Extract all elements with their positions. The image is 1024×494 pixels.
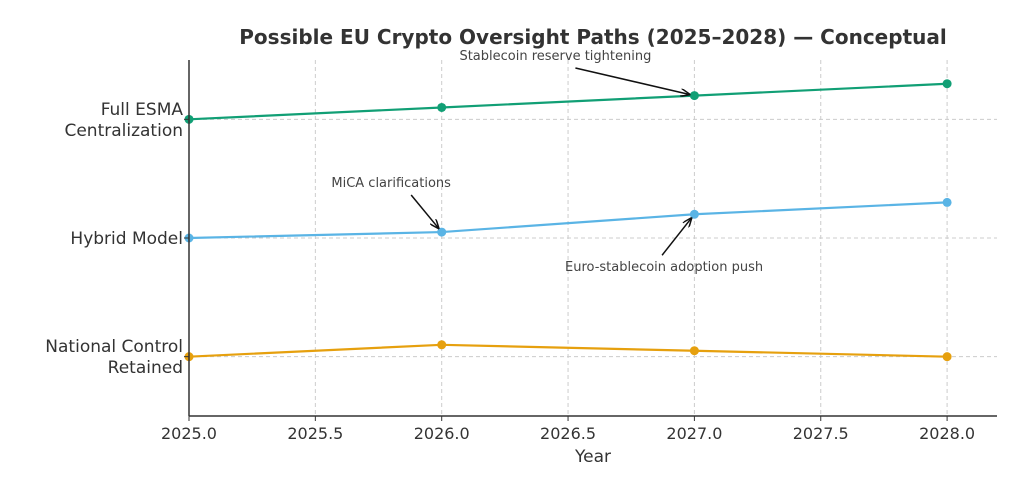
annotation-text: Stablecoin reserve tightening [459, 49, 651, 64]
x-tick-label: 2027.5 [793, 424, 849, 443]
data-point-full-esma-centralization [689, 91, 699, 101]
series-line-full-esma-centralization [188, 82, 948, 121]
data-point-national-control-retained [689, 346, 699, 356]
x-tick-label: 2028.0 [919, 424, 975, 443]
data-point-hybrid-model [942, 197, 952, 207]
x-tick-label: 2027.0 [666, 424, 722, 443]
annotation-arrow [661, 218, 691, 256]
annotation-text: MiCA clarifications [331, 176, 451, 191]
annotation-arrow [410, 194, 438, 228]
series-layer [184, 79, 952, 362]
data-point-hybrid-model [689, 209, 699, 219]
data-point-national-control-retained [437, 340, 447, 350]
y-tick-label: Centralization [64, 121, 183, 141]
y-tick-label: National Control [45, 337, 183, 357]
x-tick-label: 2026.0 [414, 424, 470, 443]
x-tick-label: 2025.0 [161, 424, 217, 443]
y-tick-label: Full ESMA [101, 100, 184, 120]
series-line-hybrid-model [188, 201, 948, 240]
x-axis-label: Year [574, 447, 611, 467]
annotation-text: Euro-stablecoin adoption push [565, 260, 763, 275]
grid [189, 60, 997, 416]
x-tick-label: 2025.5 [287, 424, 343, 443]
y-tick-label: Hybrid Model [70, 229, 183, 249]
data-point-full-esma-centralization [942, 79, 952, 89]
axes: 2025.0 2025.5 2026.0 2026.5 2027.0 2027.5 2028… [45, 60, 997, 443]
series-line-national-control-retained [188, 343, 948, 358]
y-tick-label: Retained [108, 358, 183, 378]
data-point-full-esma-centralization [437, 102, 447, 112]
annotations: Stablecoin reserve tightening MiCA clarif… [331, 49, 763, 275]
chart-title: Possible EU Crypto Oversight Paths (2025… [239, 25, 946, 49]
annotation-arrow [575, 67, 689, 94]
x-tick-label: 2026.5 [540, 424, 596, 443]
data-point-hybrid-model [437, 227, 447, 237]
data-point-national-control-retained [942, 352, 952, 362]
